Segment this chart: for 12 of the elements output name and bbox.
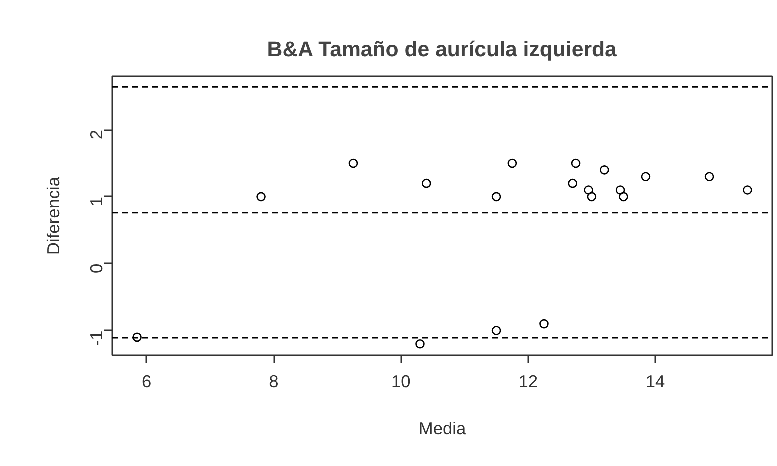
- x-tick-label: 10: [392, 372, 411, 392]
- x-tick-label: 12: [518, 372, 538, 392]
- y-axis-title: Diferencia: [44, 176, 64, 256]
- y-tick-label: 2: [86, 130, 106, 140]
- y-tick-label: -1: [86, 330, 106, 346]
- x-axis-title: Media: [418, 418, 466, 438]
- x-tick-label: 8: [269, 372, 279, 392]
- y-tick-label: 1: [86, 196, 106, 207]
- chart-title: B&A Tamaño de aurícula izquierda: [267, 38, 618, 62]
- x-tick-label: 14: [646, 372, 666, 392]
- x-tick-label: 6: [142, 372, 152, 392]
- y-tick-label: 0: [86, 264, 106, 274]
